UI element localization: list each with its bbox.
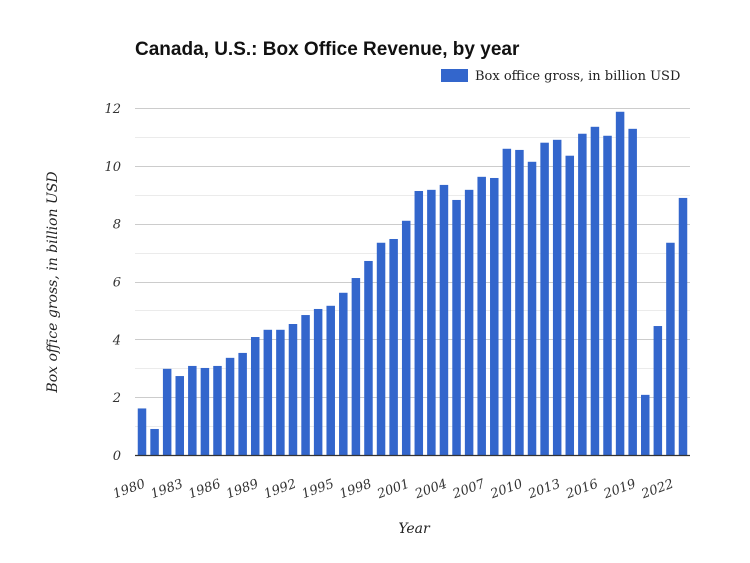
bar-1991[interactable]: [276, 329, 285, 455]
x-tick-label: 2010: [488, 477, 525, 503]
bar-2000[interactable]: [389, 238, 398, 455]
bar-1984[interactable]: [188, 365, 197, 455]
bar-1987[interactable]: [225, 357, 235, 455]
bar-2004[interactable]: [439, 184, 449, 455]
y-tick-label: 8: [113, 218, 121, 233]
legend-swatch: [441, 69, 468, 82]
bar-2008[interactable]: [490, 177, 499, 455]
bar-2001[interactable]: [401, 220, 411, 455]
x-tick-label: 1989: [224, 477, 260, 502]
bar-2017[interactable]: [603, 135, 612, 455]
bar-2012[interactable]: [540, 142, 549, 455]
bar-2002[interactable]: [414, 190, 424, 455]
bar-2014[interactable]: [565, 155, 575, 455]
x-tick-label: 1992: [262, 477, 298, 502]
y-tick-label: 12: [104, 102, 121, 117]
y-axis-label: Box office gross, in billion USD: [45, 171, 61, 393]
bar-2020[interactable]: [641, 394, 650, 455]
bar-2022[interactable]: [666, 242, 675, 455]
bars: [137, 111, 688, 456]
bar-1986[interactable]: [213, 365, 222, 455]
bar-1983[interactable]: [175, 376, 184, 455]
x-tick-label: 2019: [601, 477, 638, 503]
bar-1993[interactable]: [301, 315, 310, 455]
x-tick-label: 1983: [149, 477, 185, 502]
y-tick-label: 2: [112, 391, 121, 406]
bar-1982[interactable]: [162, 368, 172, 455]
bar-2013[interactable]: [552, 139, 562, 455]
bar-2006[interactable]: [464, 189, 474, 455]
y-tick-label: 0: [113, 449, 121, 464]
chart-title: Canada, U.S.: Box Office Revenue, by yea…: [135, 39, 520, 60]
bar-1998[interactable]: [364, 260, 373, 455]
x-tick-label: 2022: [639, 477, 676, 503]
bar-1989[interactable]: [250, 337, 260, 455]
x-tick-label: 1980: [111, 477, 147, 502]
y-axis-ticks: 0 2 4 6 8 10 12: [104, 102, 121, 464]
legend: Box office gross, in billion USD: [441, 69, 680, 84]
bar-2021[interactable]: [653, 326, 663, 455]
x-tick-label: 2016: [563, 477, 600, 503]
bar-1997[interactable]: [351, 278, 361, 455]
bar-1990[interactable]: [263, 329, 273, 455]
bar-2018[interactable]: [615, 111, 625, 456]
x-tick-label: 2007: [450, 476, 488, 502]
bar-2015[interactable]: [578, 133, 587, 455]
x-tick-label: 2001: [374, 477, 411, 503]
y-tick-label: 4: [112, 333, 121, 348]
x-tick-label: 2013: [525, 477, 562, 503]
bar-1992[interactable]: [288, 324, 298, 455]
bar-1988[interactable]: [238, 352, 247, 455]
x-tick-label: 1995: [300, 477, 336, 502]
bar-2010[interactable]: [515, 149, 524, 455]
bar-2023[interactable]: [678, 197, 688, 455]
bar-1996[interactable]: [339, 292, 348, 455]
y-tick-label: 10: [104, 160, 121, 175]
bar-2009[interactable]: [502, 148, 512, 455]
bar-2007[interactable]: [477, 176, 486, 456]
bar-2005[interactable]: [452, 199, 461, 455]
x-tick-label: 2004: [412, 477, 449, 503]
x-axis-label: Year: [398, 521, 431, 537]
bar-1985[interactable]: [200, 367, 210, 455]
bar-1995[interactable]: [326, 305, 335, 455]
bar-2016[interactable]: [590, 126, 600, 455]
bar-1980[interactable]: [137, 408, 147, 455]
y-tick-label: 6: [113, 276, 121, 291]
bar-2011[interactable]: [527, 161, 537, 455]
bar-1999[interactable]: [376, 242, 386, 455]
x-tick-label: 1998: [338, 477, 374, 502]
bar-2019[interactable]: [628, 128, 637, 455]
x-axis-ticks: 1980 1983 1986 1989 1992 1995 1998 2001 2004 2007…: [111, 476, 676, 502]
bar-1994[interactable]: [313, 308, 323, 455]
x-tick-label: 1986: [187, 477, 223, 502]
legend-label: Box office gross, in billion USD: [475, 69, 680, 84]
bar-1981[interactable]: [150, 428, 159, 455]
bar-2003[interactable]: [427, 189, 436, 455]
